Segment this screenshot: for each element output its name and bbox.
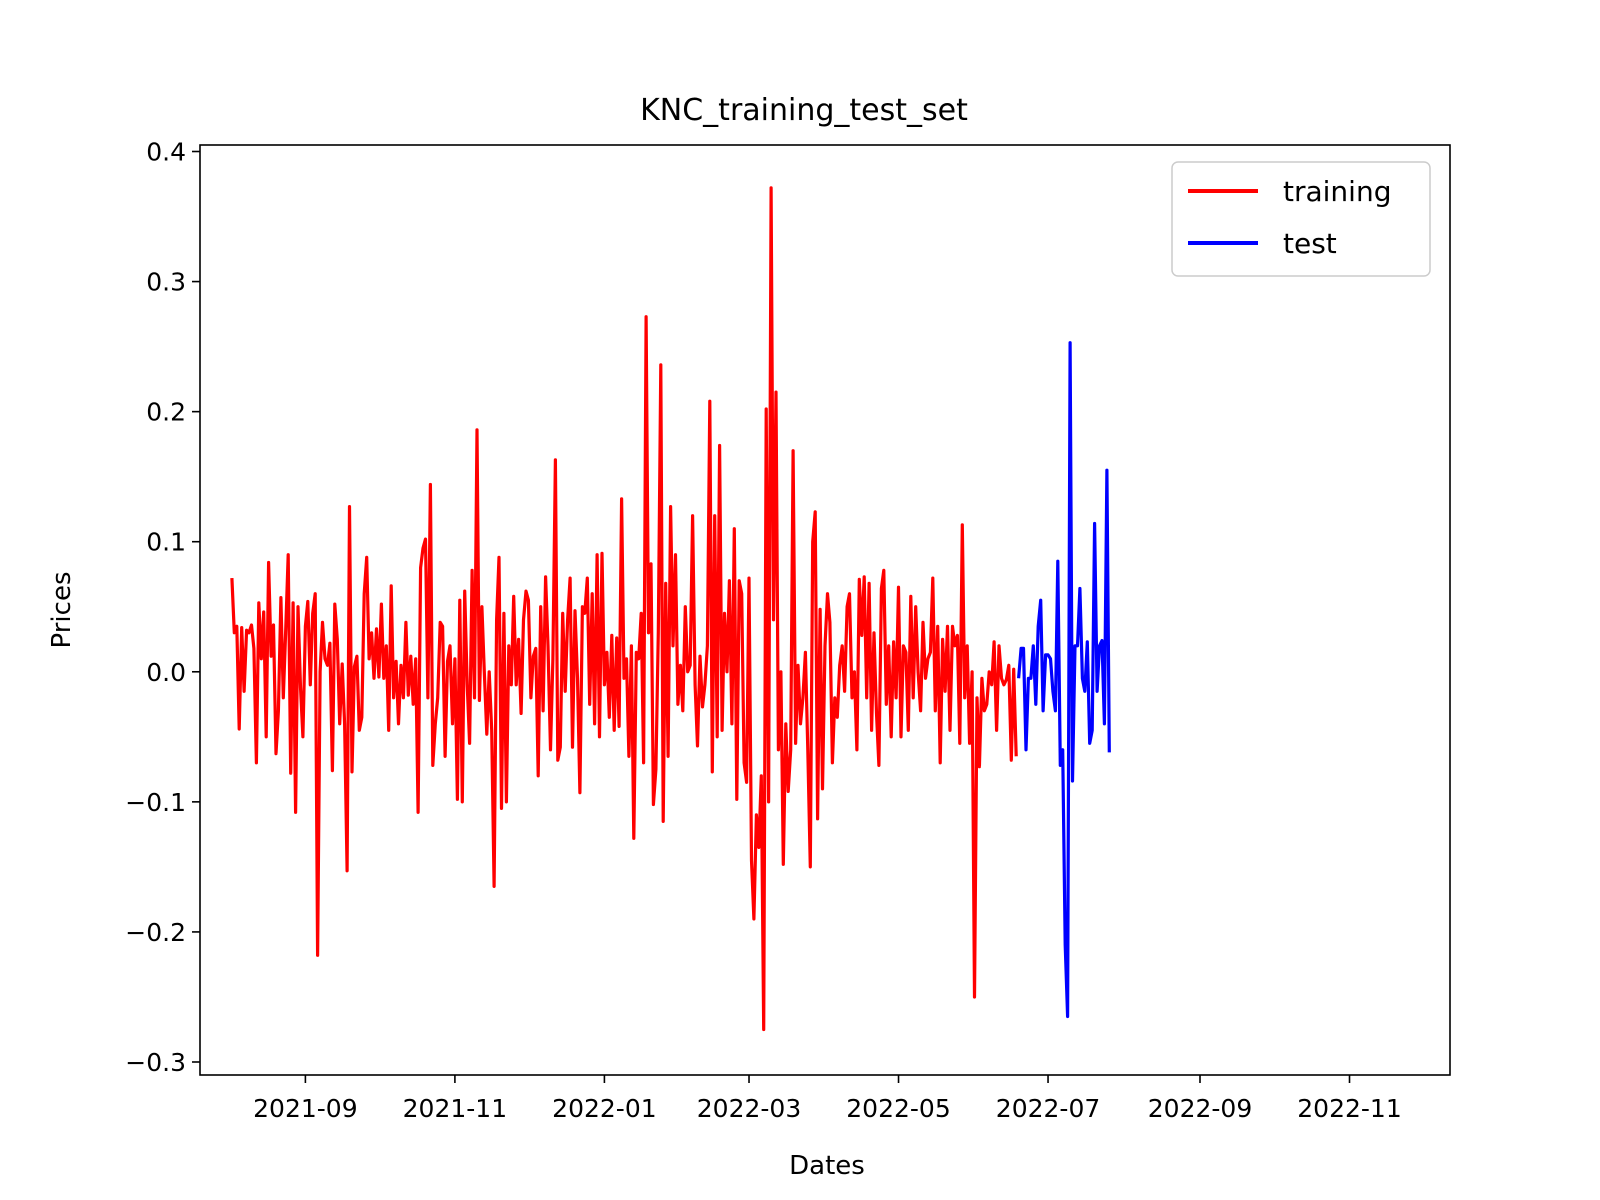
y-tick-label: −0.1 — [125, 788, 186, 817]
chart-title: KNC_training_test_set — [640, 93, 968, 128]
x-tick-label: 2021-09 — [253, 1094, 357, 1123]
y-tick-label: 0.0 — [146, 658, 186, 687]
x-tick-label: 2022-09 — [1148, 1094, 1252, 1123]
x-tick-label: 2022-03 — [697, 1094, 801, 1123]
legend-label-training: training — [1283, 175, 1391, 208]
y-axis-label: Prices — [47, 572, 77, 649]
y-tick-label: 0.4 — [146, 138, 186, 167]
y-tick-label: −0.3 — [125, 1048, 186, 1077]
y-tick-label: 0.1 — [146, 528, 186, 557]
x-tick-label: 2021-11 — [403, 1094, 507, 1123]
series-line-training — [230, 186, 1018, 1032]
y-axis: 0.4 0.3 0.2 0.1 0.0 −0.1 −0.2 −0.3 — [125, 138, 200, 1077]
y-tick-label: 0.2 — [146, 398, 186, 427]
x-tick-label: 2022-05 — [846, 1094, 950, 1123]
x-axis: 2021-09 2021-11 2022-01 2022-03 2022-05 2022-… — [253, 1075, 1402, 1123]
plot-area-frame — [199, 144, 1451, 1076]
legend: training test — [1171, 161, 1431, 277]
x-axis-label: Dates — [789, 1151, 865, 1181]
legend-label-test: test — [1283, 227, 1337, 260]
y-tick-label: 0.3 — [146, 268, 186, 297]
series-line-test — [1017, 341, 1111, 1019]
x-tick-label: 2022-01 — [552, 1094, 656, 1123]
y-tick-label: −0.2 — [125, 918, 186, 947]
x-tick-label: 2022-07 — [996, 1094, 1100, 1123]
series-layer — [230, 186, 1111, 1032]
x-tick-label: 2022-11 — [1297, 1094, 1401, 1123]
